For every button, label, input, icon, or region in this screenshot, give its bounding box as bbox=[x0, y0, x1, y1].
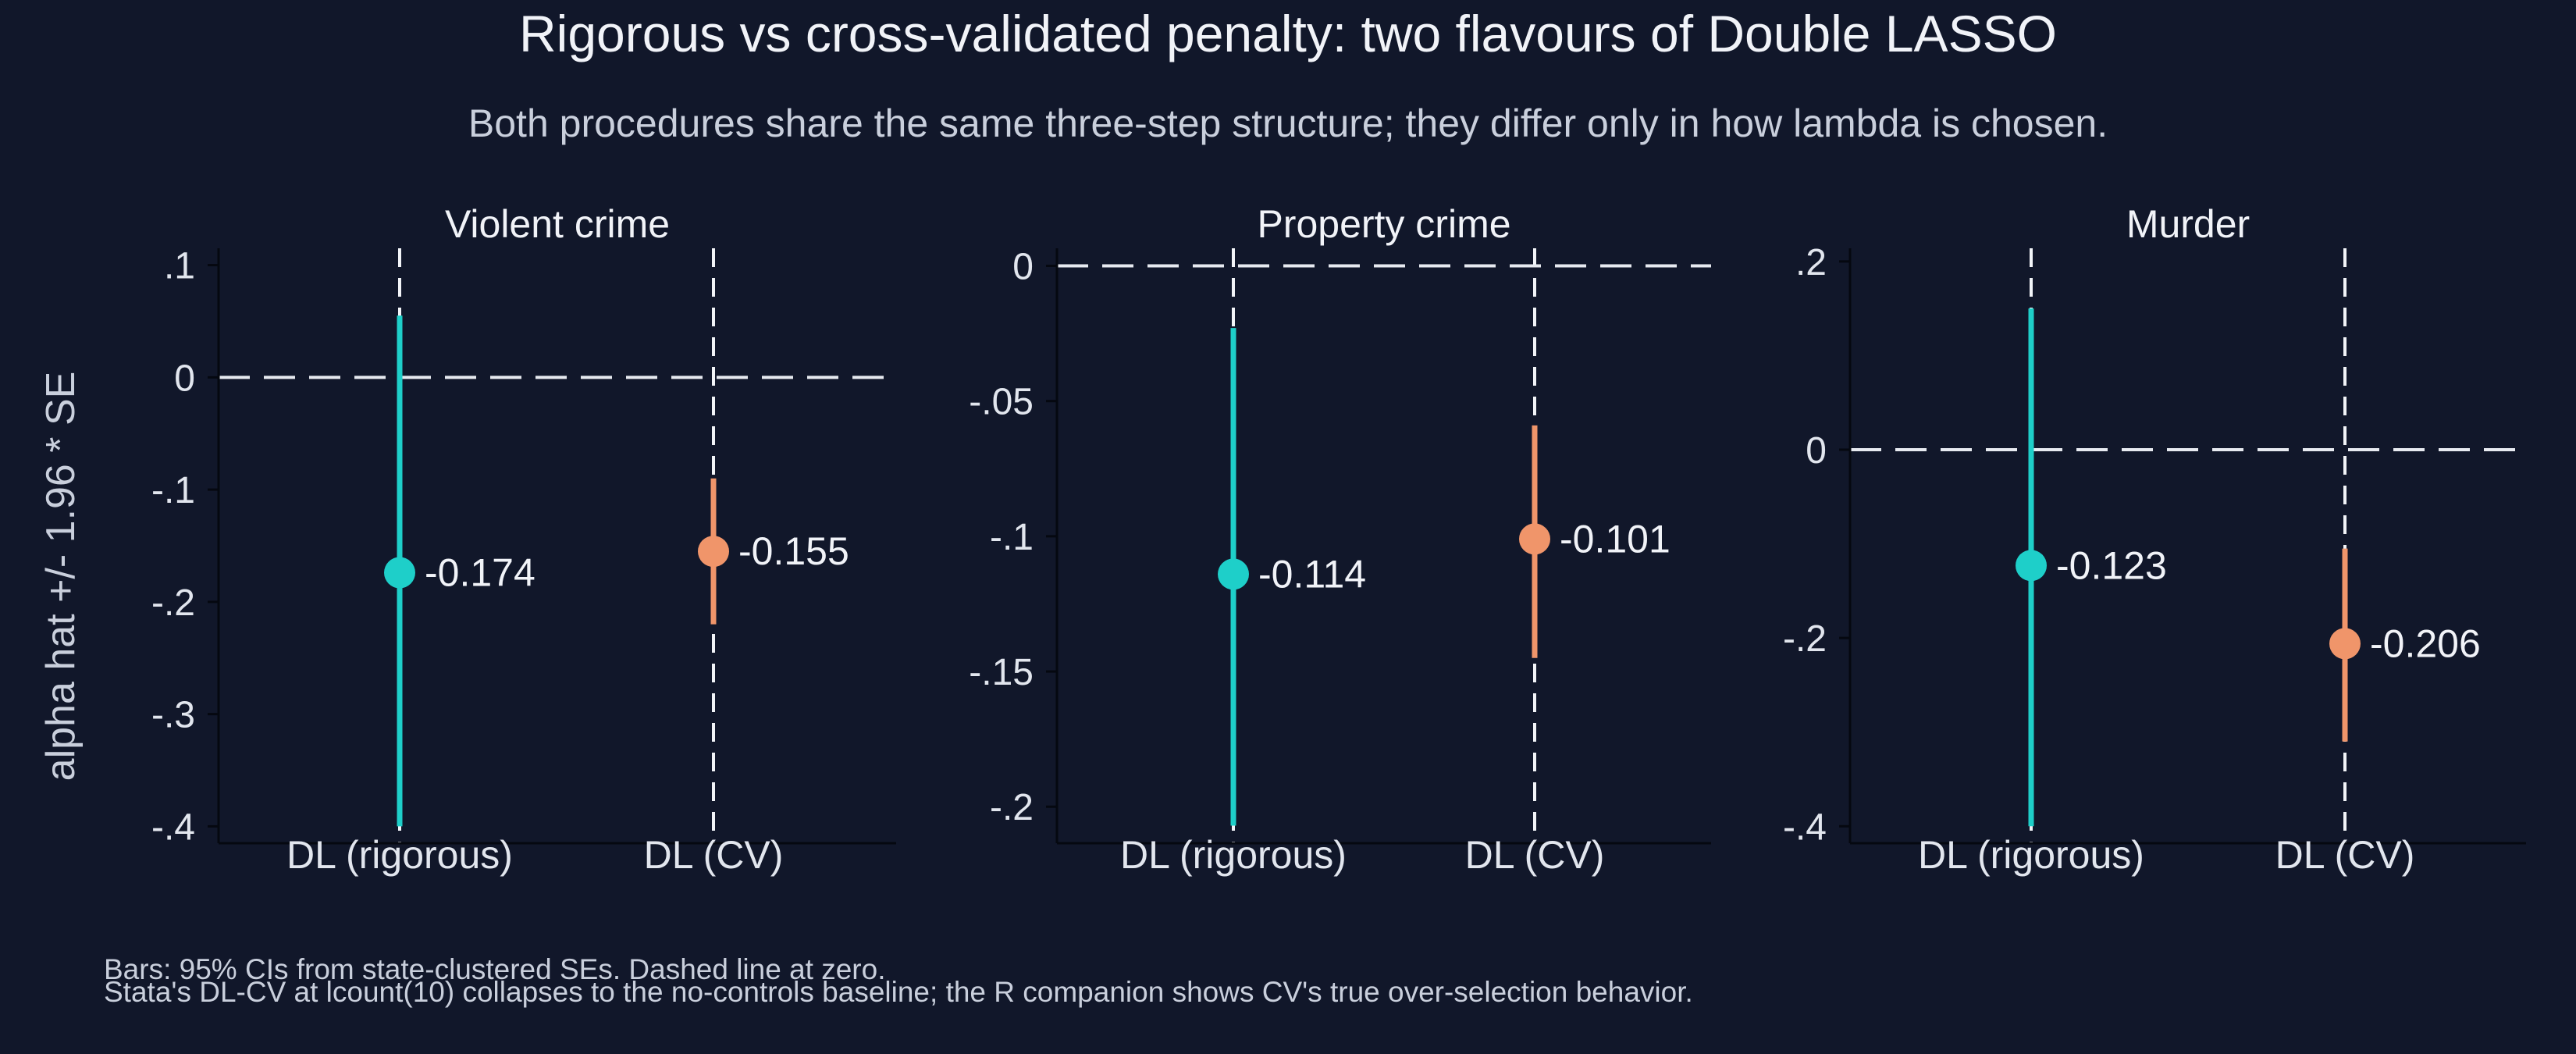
point-estimate-marker bbox=[2329, 628, 2361, 660]
footnote-stata-cv: Stata's DL-CV at lcount(10) collapses to… bbox=[104, 976, 1693, 1008]
panel-title: Property crime bbox=[1257, 202, 1510, 246]
x-category-label: DL (CV) bbox=[1465, 833, 1605, 877]
y-tick-label: -.05 bbox=[969, 382, 1034, 423]
point-estimate-label: -0.155 bbox=[738, 529, 849, 573]
y-tick-label: -.2 bbox=[990, 787, 1034, 828]
panel-violent-crime: Violent crime .1 0 -.1 -.2 -.3 -.4 DL (rigorous… bbox=[151, 202, 896, 877]
y-tick-label: .1 bbox=[164, 246, 195, 287]
point-estimate-marker bbox=[2016, 550, 2047, 582]
point-estimate-label: -0.101 bbox=[1560, 517, 1670, 561]
point-estimate-marker bbox=[1519, 523, 1550, 555]
chart-subtitle: Both procedures share the same three-ste… bbox=[468, 101, 2108, 145]
y-tick-label: -.4 bbox=[1783, 807, 1827, 848]
point-estimate-label: -0.174 bbox=[425, 551, 535, 595]
x-category-label: DL (CV) bbox=[2275, 833, 2415, 877]
y-tick-label: -.1 bbox=[151, 470, 195, 511]
y-tick-label: -.15 bbox=[969, 652, 1034, 693]
y-axis-title: alpha hat +/- 1.96 * SE bbox=[38, 372, 84, 782]
point-estimate-marker bbox=[384, 557, 415, 589]
y-tick-label: -.4 bbox=[151, 807, 195, 848]
point-estimate-label: -0.114 bbox=[1258, 552, 1366, 596]
x-category-label: DL (rigorous) bbox=[1120, 833, 1347, 877]
x-category-label: DL (CV) bbox=[644, 833, 784, 877]
y-tick-label: .2 bbox=[1795, 242, 1827, 283]
x-category-label: DL (rigorous) bbox=[286, 833, 513, 877]
y-tick-label: 0 bbox=[174, 358, 195, 399]
panel-murder: Murder .2 0 -.2 -.4 DL (rigorous) DL (CV) -0.12… bbox=[1783, 202, 2526, 877]
panel-title: Violent crime bbox=[445, 202, 670, 246]
y-tick-label: 0 bbox=[1012, 247, 1034, 288]
y-tick-label: -.1 bbox=[990, 517, 1034, 558]
chart-panels: Violent crime .1 0 -.1 -.2 -.3 -.4 DL (rigorous… bbox=[151, 202, 2526, 877]
y-tick-label: -.2 bbox=[1783, 618, 1827, 660]
panel-property-crime: Property crime 0 -.05 -.1 -.15 -.2 DL (rigorou… bbox=[969, 202, 1711, 877]
point-estimate-marker bbox=[1218, 558, 1249, 590]
y-tick-label: -.3 bbox=[151, 695, 195, 736]
x-category-label: DL (rigorous) bbox=[1918, 833, 2144, 877]
chart-title: Rigorous vs cross-validated penalty: two… bbox=[519, 5, 2057, 62]
point-estimate-label: -0.206 bbox=[2370, 621, 2481, 665]
point-estimate-label: -0.123 bbox=[2056, 543, 2167, 587]
panel-title: Murder bbox=[2126, 202, 2250, 246]
point-estimate-marker bbox=[698, 536, 729, 568]
footnote-ci: Bars: 95% CIs from state-clustered SEs. … bbox=[104, 953, 885, 985]
y-tick-label: -.2 bbox=[151, 582, 195, 624]
y-tick-label: 0 bbox=[1806, 430, 1827, 472]
